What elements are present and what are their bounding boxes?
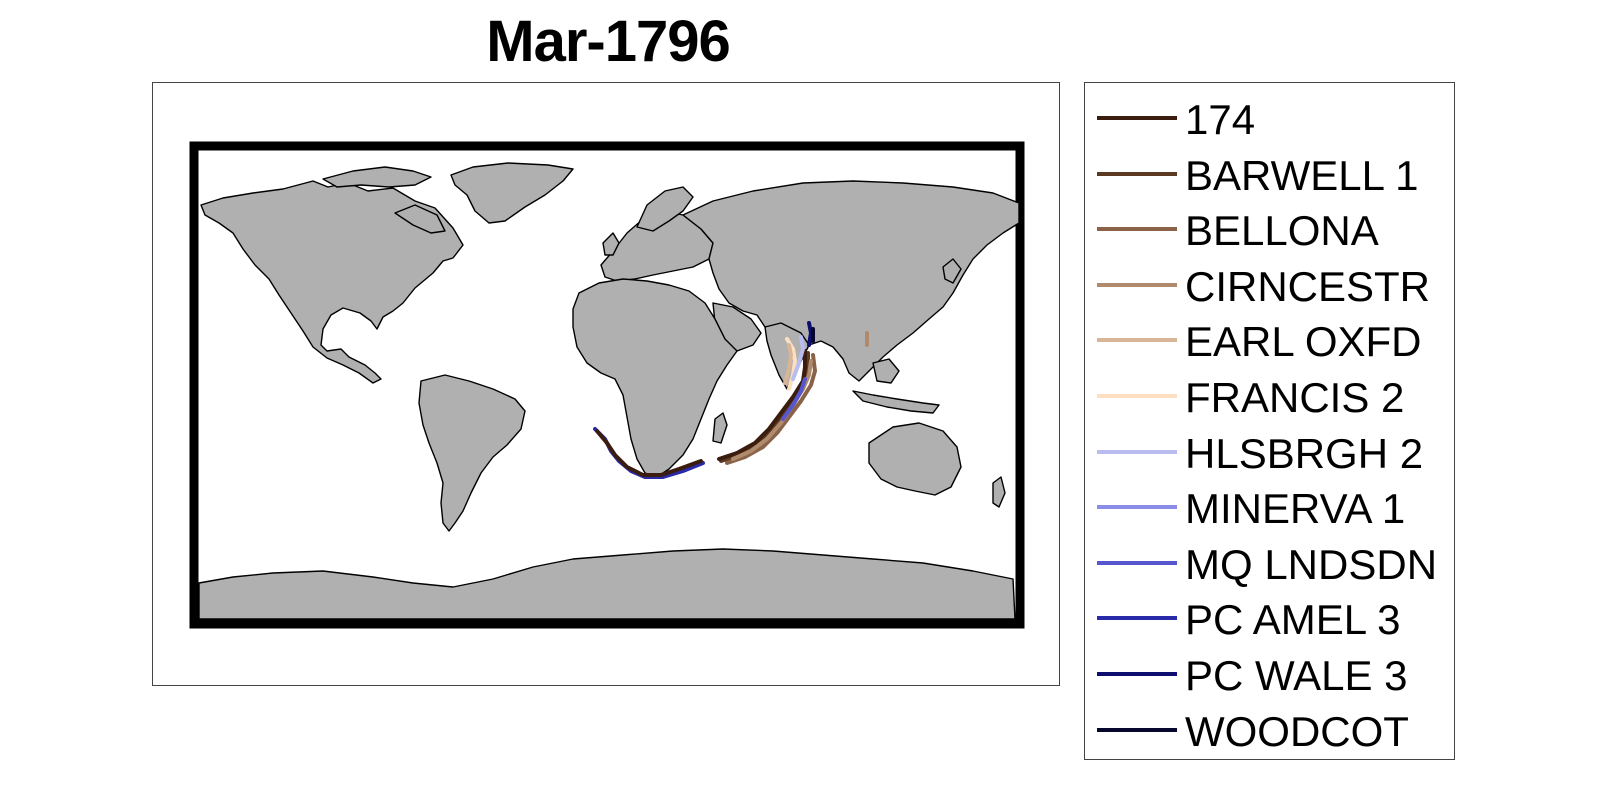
legend-item: PC AMEL 3: [1085, 592, 1454, 644]
south-america: [418, 374, 526, 532]
legend-item: FRANCIS 2: [1085, 370, 1454, 421]
map-panel: [152, 82, 1060, 686]
legend-swatch: [1097, 616, 1177, 621]
legend-label: PC WALE 3: [1185, 652, 1408, 699]
japan: [942, 258, 962, 284]
ship-track: [783, 343, 793, 385]
legend-label: EARL OXFD: [1185, 318, 1422, 366]
legend-swatch: [1097, 505, 1177, 510]
legend-item: CIRNCESTR: [1085, 259, 1454, 310]
legend-item: BARWELL 1: [1085, 148, 1454, 199]
ship-track: [725, 353, 817, 465]
legend-swatch: [1097, 338, 1177, 343]
legend-label: WOODCOT: [1185, 707, 1409, 755]
legend-label: CIRNCESTR: [1185, 262, 1431, 310]
legend-swatch: [1097, 560, 1177, 565]
legend: 174 BARWELL 1 BELLONA CIRNCESTR EARL OXFD FRA…: [1084, 82, 1455, 760]
legend-swatch: [1097, 171, 1177, 176]
north-america: [200, 180, 464, 384]
legend-swatch: [1097, 727, 1177, 732]
australia: [868, 422, 962, 496]
legend-swatch: [1097, 282, 1177, 287]
british-isles: [602, 232, 620, 256]
ship-tracks: [593, 321, 869, 479]
madagascar: [712, 412, 728, 444]
chart-title: Mar-1796: [486, 9, 730, 74]
legend-item: EARL OXFD: [1085, 314, 1454, 366]
antarctica: [198, 548, 1016, 620]
legend-item: PC WALE 3: [1085, 648, 1454, 699]
indonesia: [852, 390, 940, 414]
legend-swatch: [1097, 394, 1177, 398]
legend-item: HLSBRGH 2: [1085, 426, 1454, 477]
ship-track: [717, 349, 807, 461]
ship-track: [791, 335, 805, 381]
legend-label: MQ LNDSDN: [1185, 540, 1438, 588]
greenland: [450, 162, 574, 224]
legend-label: BARWELL 1: [1185, 151, 1419, 199]
legend-item: MINERVA 1: [1085, 481, 1454, 533]
land-masses: [198, 162, 1020, 620]
arctic-islands: [322, 166, 432, 188]
legend-label: FRANCIS 2: [1185, 374, 1405, 421]
baffin-island: [394, 204, 446, 234]
legend-label: HLSBRGH 2: [1185, 429, 1424, 477]
legend-item: BELLONA: [1085, 203, 1454, 255]
africa: [572, 278, 738, 478]
ship-track: [781, 377, 807, 421]
legend-label: PC AMEL 3: [1185, 596, 1401, 644]
legend-item: MQ LNDSDN: [1085, 537, 1454, 588]
world-map: [189, 141, 1025, 629]
legend-swatch: [1097, 116, 1177, 120]
ship-track: [595, 429, 703, 477]
borneo: [872, 358, 900, 384]
scandinavia: [636, 186, 694, 232]
legend-item: 174: [1085, 92, 1454, 143]
new-zealand: [992, 476, 1006, 508]
legend-label: 174: [1185, 96, 1256, 143]
legend-label: MINERVA 1: [1185, 485, 1406, 533]
ship-track: [807, 321, 813, 347]
legend-label: BELLONA: [1185, 207, 1379, 255]
legend-swatch: [1097, 672, 1177, 676]
legend-swatch: [1097, 449, 1177, 454]
legend-swatch: [1097, 227, 1177, 232]
legend-item: WOODCOT: [1085, 704, 1454, 755]
